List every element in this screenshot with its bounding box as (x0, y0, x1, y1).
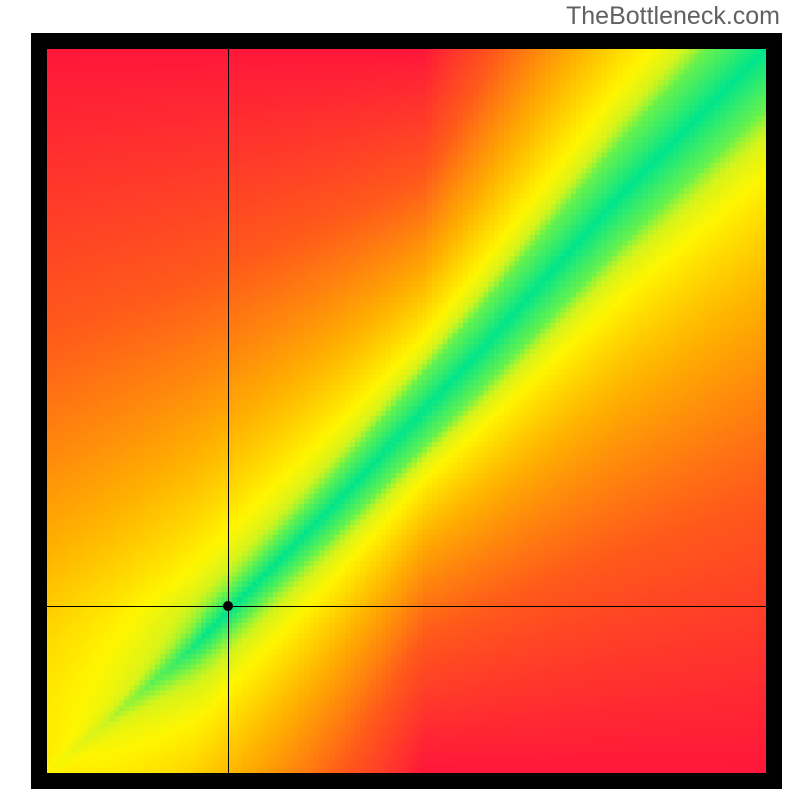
watermark-text: TheBottleneck.com (566, 2, 780, 31)
crosshair-horizontal (47, 606, 766, 607)
plot-area (47, 49, 766, 773)
bottleneck-heatmap (47, 49, 766, 773)
selection-marker (223, 601, 233, 611)
crosshair-vertical (228, 49, 229, 773)
